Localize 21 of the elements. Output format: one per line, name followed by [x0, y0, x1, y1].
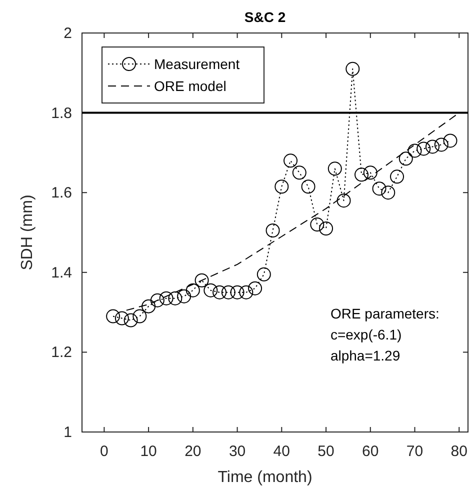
x-tick-label: 40 [273, 443, 290, 460]
x-tick-label: 30 [228, 443, 246, 460]
y-tick-label: 1 [64, 424, 72, 441]
x-tick-label: 20 [184, 443, 202, 460]
y-tick-label: 1.4 [51, 264, 72, 282]
x-tick-label: 60 [362, 443, 379, 460]
x-tick-label: 50 [318, 443, 334, 460]
x-tick-label: 80 [450, 443, 468, 460]
x-tick-label: 0 [100, 443, 108, 460]
legend-label: Measurement [154, 56, 240, 72]
x-tick-label: 70 [406, 443, 424, 460]
legend-label: ORE model [154, 78, 226, 94]
x-tick-label: 10 [140, 443, 157, 460]
y-axis-title: SDH (mm) [19, 194, 36, 270]
y-tick-label: 1.8 [51, 104, 72, 122]
x-axis-title: Time (month) [218, 469, 312, 486]
y-tick-label: 2 [64, 25, 72, 42]
y-tick-label: 1.6 [51, 184, 72, 202]
annotation: ORE parameters: c=exp(-6.1) alpha=1.29 [330, 305, 440, 364]
chart-title: S&C 2 [244, 9, 286, 25]
y-tick-label: 1.2 [51, 344, 72, 362]
